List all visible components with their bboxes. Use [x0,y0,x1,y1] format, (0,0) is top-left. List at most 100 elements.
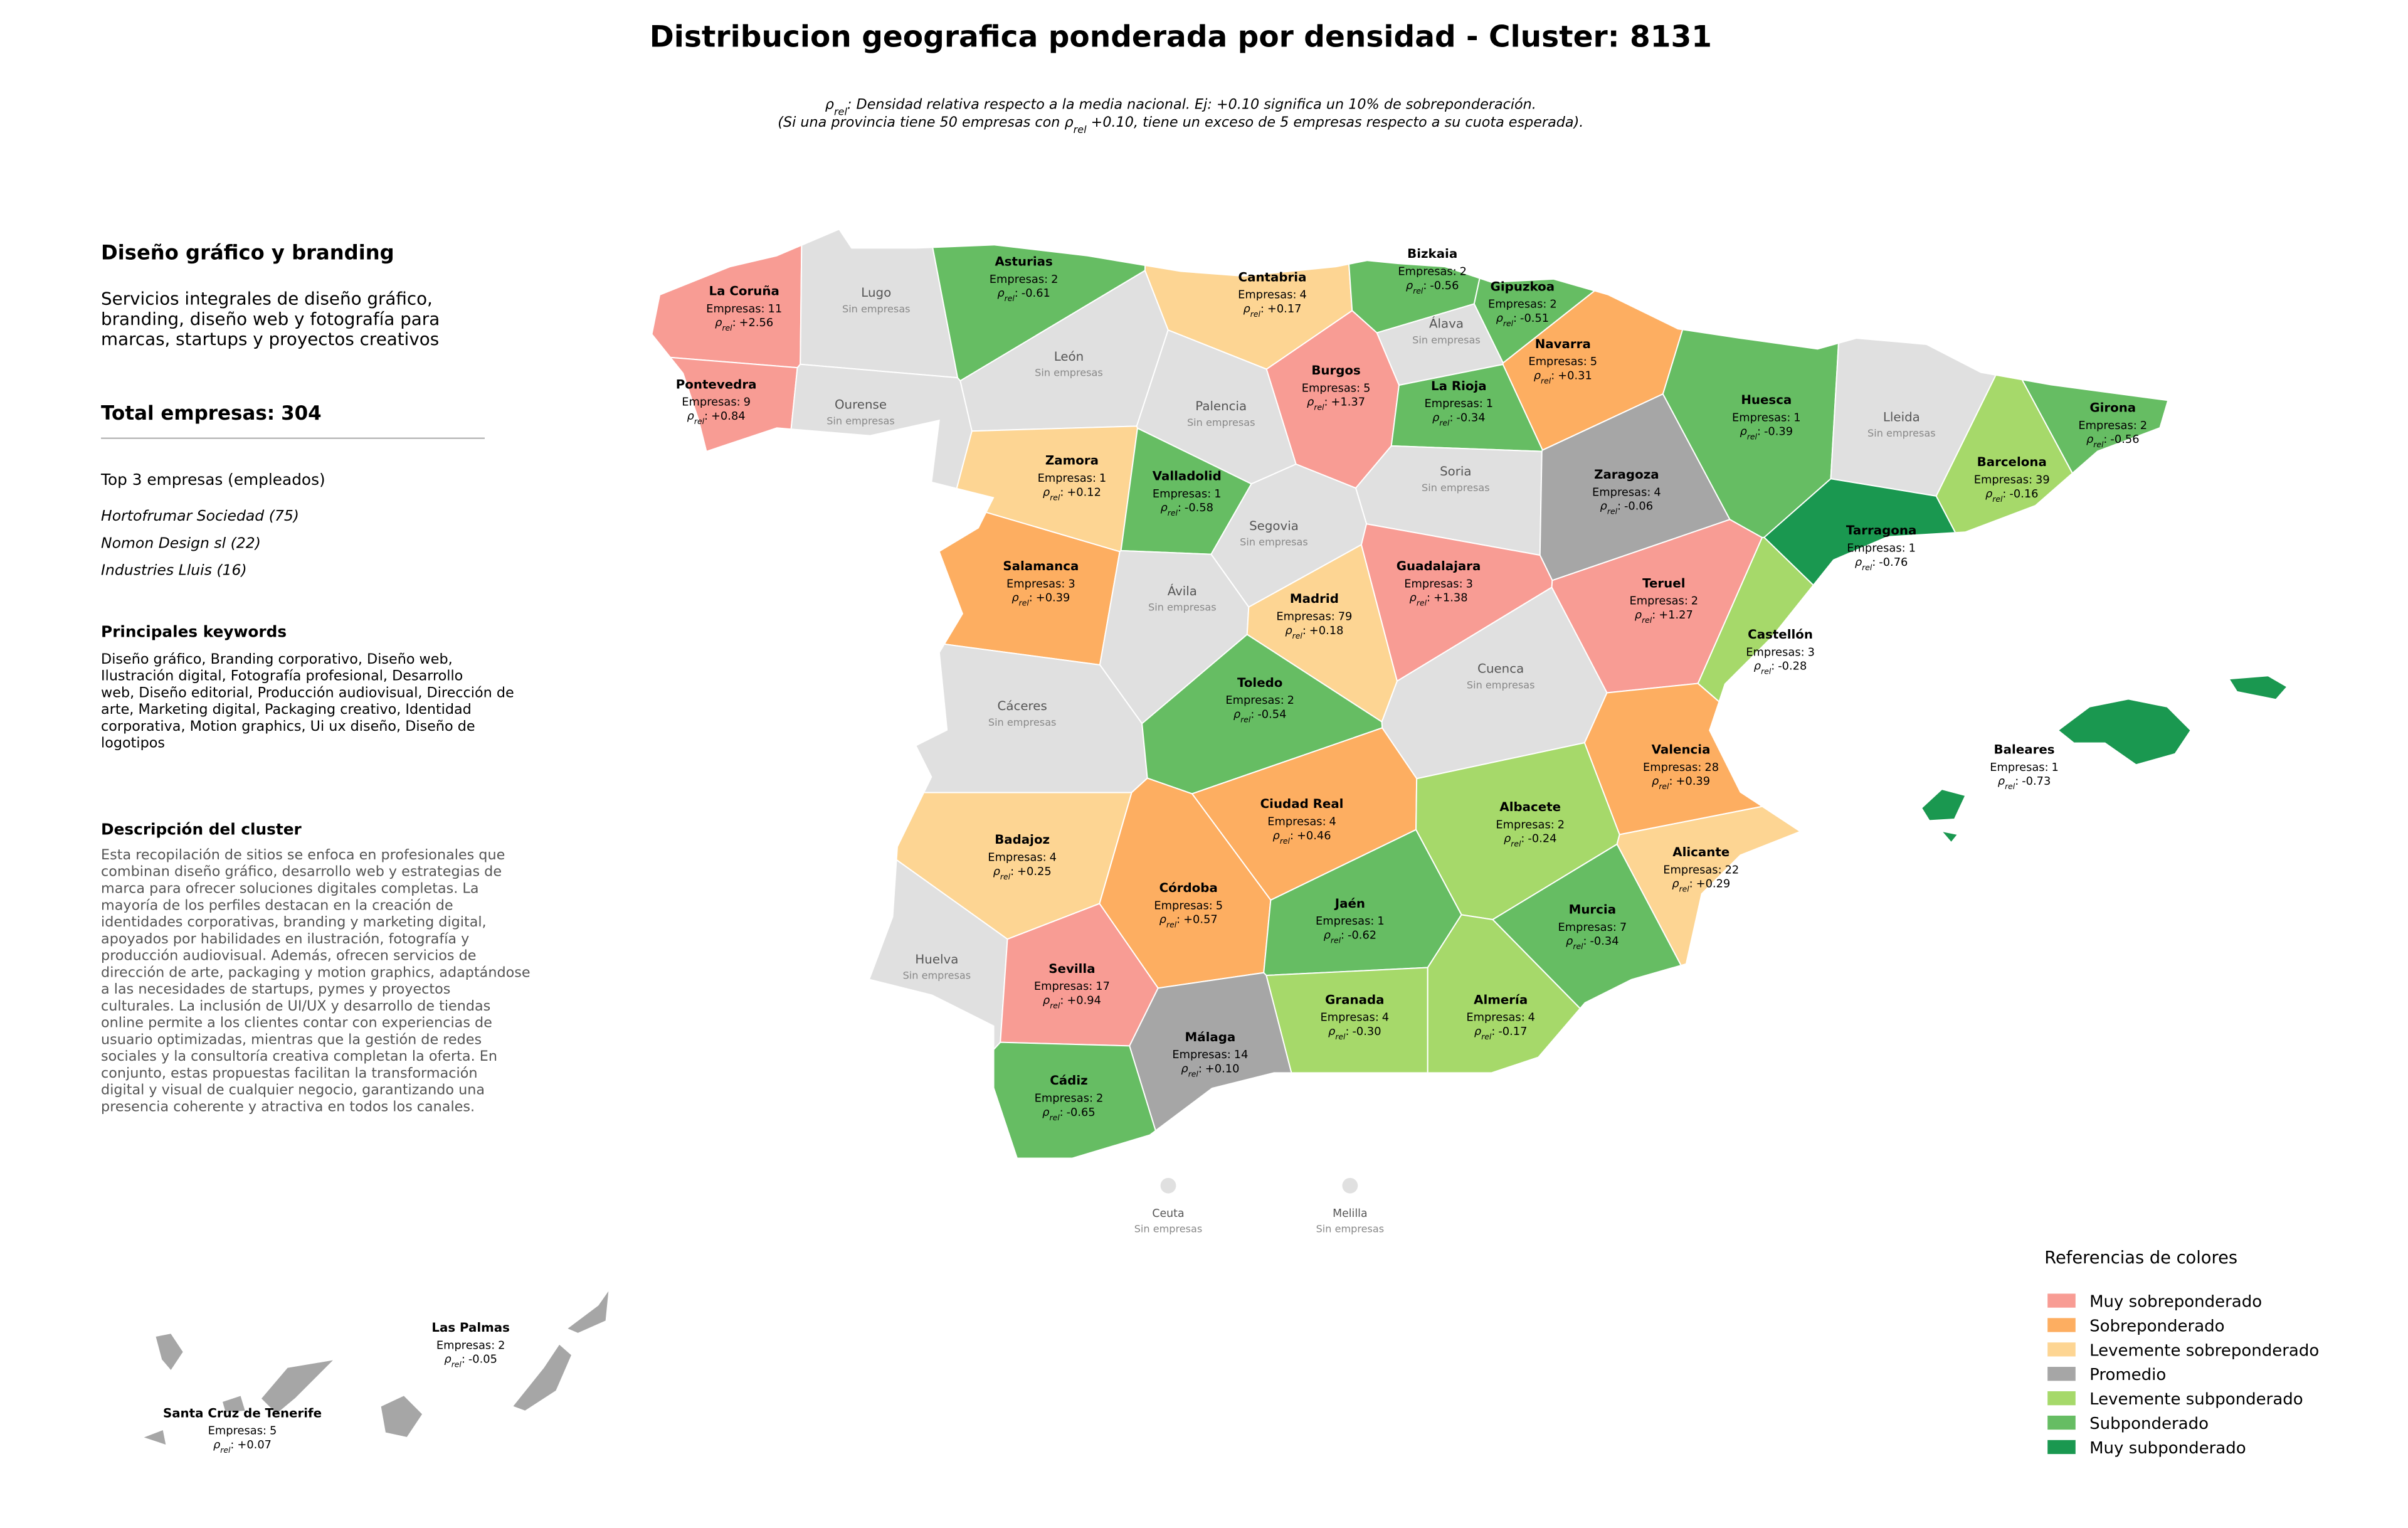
province-count: Empresas: 2 [2078,419,2147,432]
province-name: La Coruña [709,284,779,299]
rho-symbol: ρ [1273,829,1281,842]
province-name: Lugo [861,285,891,300]
rho-separator: : [1176,913,1180,926]
count-value: 5 [1363,381,1370,395]
rho-value: +0.17 [1267,302,1302,316]
province-name: Valladolid [1153,469,1222,484]
rho-value: -0.34 [1456,411,1485,424]
rho-separator: : [1617,500,1621,513]
rho-symbol: ρ [1496,312,1504,325]
province-name: Ceuta [1152,1207,1184,1220]
rho-value: -0.24 [1528,832,1556,846]
cluster-line: apoyados por habilidades en ilustración,… [101,931,469,947]
rho-symbol: ρ [687,410,695,423]
province-name: Alicante [1672,845,1729,859]
province [843,1041,1182,1158]
rho-separator: : [1583,935,1587,948]
rho-value: -0.76 [1879,556,1908,569]
count-value: 3 [1808,645,1815,659]
subtitle-line: ρrel: Densidad relativa respecto a la me… [825,96,1536,117]
province-rho: ρrel: +0.84 [687,410,746,426]
rho-value: +0.18 [1309,624,1344,637]
rho-subscript: rel [1659,782,1669,791]
cluster-line: online permite a los clientes contar con… [101,1015,492,1031]
island [2057,699,2191,765]
province-rho: ρrel: +0.29 [1672,878,1730,894]
province-count: Empresas: 2 [1225,694,1294,707]
cluster-line: Esta recopilación de sitios se enfoca en… [101,847,505,863]
province-rho: ρrel: -0.56 [1406,279,1459,295]
province-rho: ρrel: -0.34 [1432,411,1486,427]
count-label: Empresas: [1990,761,2048,774]
cluster-line: usuario optimizadas, mientras que la ges… [101,1031,482,1048]
subscript: rel [834,105,848,117]
province-count: Empresas: 5 [1302,381,1371,395]
province-rho: ρrel: -0.24 [1504,832,1557,849]
count-value: 79 [1338,610,1353,623]
province-count: Empresas: 1 [1038,472,1107,485]
province-name: Toledo [1237,676,1282,690]
legend-swatch [2047,1342,2076,1357]
rho-separator: : [1345,1025,1349,1038]
province-rho: ρrel: +0.07 [213,1438,272,1455]
rho-value: +2.56 [739,316,774,329]
province-count: Empresas: 5 [208,1425,277,1438]
province-count: Empresas: 2 [1629,595,1698,608]
count-value: 2 [498,1339,505,1352]
province-rho: ρrel: -0.51 [1496,312,1550,328]
count-label: Empresas: [1974,473,2032,486]
province-count: Empresas: 1 [1847,541,1916,554]
count-label: Empresas: [1034,980,1092,993]
province-count: Empresas: 7 [1558,921,1627,934]
count-value: 4 [1654,485,1661,499]
province-count: Empresas: 9 [682,396,751,409]
province-count: Empresas: 4 [1238,289,1307,302]
rho-subscript: rel [1439,418,1450,427]
province-name: Guadalajara [1397,559,1481,573]
count-value: 4 [1528,1011,1535,1024]
count-label: Empresas: [1732,411,1790,424]
province-name: Zamora [1045,454,1099,468]
province-count: Empresas: 22 [1663,863,1739,876]
rho-subscript: rel [1050,493,1060,502]
rho-separator: : [1178,501,1181,514]
rho-separator: : [1491,1025,1495,1038]
province-count: Empresas: 2 [1035,1091,1104,1105]
province-name: Las Palmas [431,1320,510,1335]
rho-value: +0.12 [1067,485,1101,499]
rho-subscript: rel [1019,599,1030,608]
rho-subscript: rel [722,324,732,332]
count-label: Empresas: [2078,419,2136,432]
rho-separator: : [1324,396,1328,409]
rho-subscript: rel [1168,509,1178,517]
count-value: 1 [1099,472,1106,485]
rho-value: -0.51 [1520,312,1549,325]
province-count: Empresas: 1 [1424,397,1493,410]
count-value: 4 [1382,1011,1389,1024]
province-name: Granada [1325,992,1384,1007]
count-label: Empresas: [1276,610,1334,623]
province-count: Empresas: 2 [1496,818,1565,831]
subscript: rel [1074,123,1087,135]
legend-label: Levemente sobreponderado [2089,1341,2319,1360]
rho-value: -0.17 [1498,1025,1527,1038]
legend-swatch [2047,1367,2076,1381]
count-value: 28 [1704,761,1719,774]
rho-symbol: ρ [1672,878,1679,891]
province [1763,478,2158,917]
rho-symbol: ρ [715,316,722,329]
count-value: 17 [1096,980,1110,993]
rho-separator: : [1060,485,1064,499]
keywords-line: Diseño gráfico, Branding corporativo, Di… [101,651,453,667]
rho-symbol: ρ [1635,608,1642,622]
legend-title: Referencias de colores [2044,1248,2237,1268]
province-rho: ρrel: +0.46 [1273,829,1331,846]
province-name: Badajoz [995,832,1050,847]
rho-subscript: rel [1166,921,1177,930]
keywords-line: arte, Marketing digital, Packaging creat… [101,701,472,718]
rho-separator: : [1290,829,1294,842]
rho-symbol: ρ [1740,425,1748,438]
count-label: Empresas: [1153,487,1211,501]
legend-swatch [2047,1318,2076,1332]
